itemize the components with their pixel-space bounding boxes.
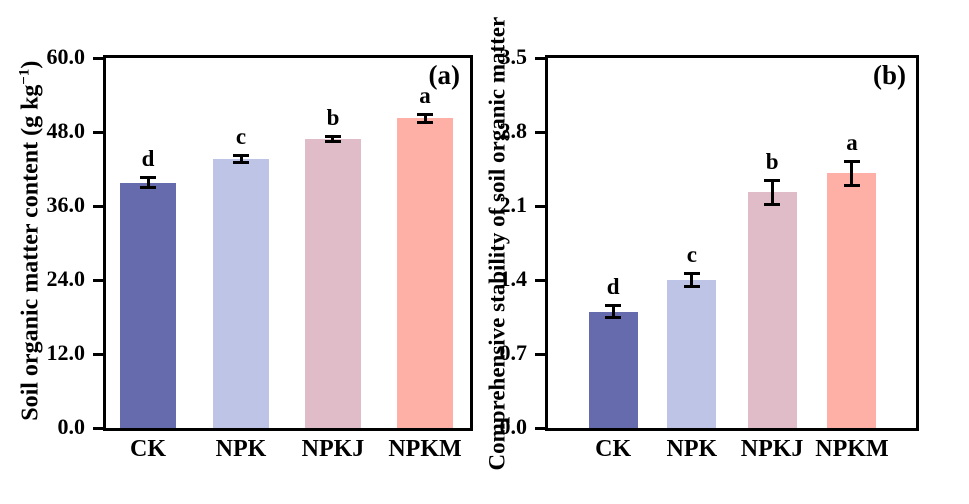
significance-letter: a bbox=[846, 129, 858, 155]
error-bar-cap-bottom bbox=[683, 285, 700, 289]
x-category-label: NPK bbox=[666, 436, 718, 462]
bar-ck bbox=[120, 182, 176, 428]
y-tick-label: 2.1 bbox=[499, 192, 528, 217]
error-bar-cap-bottom bbox=[233, 161, 249, 165]
y-tick-mark bbox=[93, 278, 103, 282]
significance-letter: c bbox=[686, 241, 697, 267]
y-tick-label: 48.0 bbox=[46, 118, 86, 143]
y-tick-mark bbox=[535, 204, 545, 208]
significance-letter: d bbox=[141, 146, 155, 172]
error-bar-line bbox=[423, 114, 427, 123]
error-bar-line bbox=[770, 179, 774, 205]
plot-area-b: 0.0 0.7 1.4 2.1 2.8 3.5 d CK c NPK b NPKJ a NPKM (b) bbox=[500, 46, 919, 462]
error-bar-cap-top bbox=[324, 134, 341, 138]
error-bar-line bbox=[611, 305, 615, 319]
error-bar-cap-bottom bbox=[140, 186, 156, 190]
y-tick-mark bbox=[93, 56, 103, 60]
error-bar-cap-bottom bbox=[605, 316, 622, 320]
x-category-label: NPKJ bbox=[740, 436, 804, 462]
error-bar-cap-top bbox=[764, 178, 781, 182]
error-bar-line bbox=[331, 135, 335, 142]
plot-inner-b: 0.0 0.7 1.4 2.1 2.8 3.5 d CK c NPK b NPKJ a NPKM bbox=[500, 46, 916, 462]
significance-letter: c bbox=[235, 123, 247, 149]
panel-b: Comprehensive stability of soil organic … bbox=[484, 16, 919, 471]
y-tick-label: 36.0 bbox=[46, 192, 86, 217]
significance-letter: d bbox=[606, 274, 620, 300]
y-tick-label: 0.0 bbox=[499, 414, 528, 439]
significance-letter: b bbox=[326, 104, 340, 130]
y-tick-label: 3.5 bbox=[499, 44, 528, 69]
y-tick-label: 2.8 bbox=[499, 118, 528, 143]
y-tick-mark bbox=[93, 352, 103, 356]
plot-area-a: 0.0 12.0 24.0 36.0 48.0 60.0 d CK c NPK b NPKJ a NPKM… bbox=[47, 46, 473, 462]
panel-a: Soil organic matter content (g kg−1) 0.0… bbox=[16, 46, 473, 462]
y-tick-mark bbox=[535, 56, 545, 60]
y-tick-mark bbox=[535, 278, 545, 282]
error-bar-cap-top bbox=[233, 153, 249, 157]
y-tick-label: 24.0 bbox=[46, 266, 86, 291]
panel-tag-a: (a) bbox=[428, 60, 460, 90]
y-axis-label-b-text: Comprehensive stability of soil organic … bbox=[484, 16, 510, 471]
y-tick-mark bbox=[93, 426, 103, 430]
bar-npkj bbox=[747, 192, 797, 428]
x-category-label: NPK bbox=[215, 436, 267, 462]
y-tick-label: 60.0 bbox=[46, 44, 86, 69]
error-bar-cap-bottom bbox=[324, 139, 341, 143]
y-tick-mark bbox=[535, 426, 545, 430]
error-bar-cap-bottom bbox=[843, 183, 860, 187]
y-tick-label: 1.4 bbox=[499, 266, 528, 291]
y-tick-mark bbox=[93, 204, 103, 208]
y-tick-label: 12.0 bbox=[46, 340, 86, 365]
x-category-label: CK bbox=[130, 436, 167, 462]
error-bar-cap-top bbox=[683, 271, 700, 275]
bar-npkm bbox=[397, 118, 453, 428]
bar-npk bbox=[213, 159, 269, 428]
error-bar-line bbox=[850, 160, 854, 186]
error-bar-cap-top bbox=[843, 159, 860, 163]
error-bar-cap-bottom bbox=[417, 120, 433, 124]
x-category-label: NPKJ bbox=[301, 436, 365, 462]
y-tick-mark bbox=[93, 130, 103, 134]
plot-inner-a: 0.0 12.0 24.0 36.0 48.0 60.0 d CK c NPK b NPKJ a NPKM bbox=[47, 46, 470, 462]
y-tick-mark bbox=[535, 130, 545, 134]
bar-npk bbox=[667, 280, 717, 428]
y-tick-label: 0.0 bbox=[57, 414, 86, 439]
panel-tag-b: (b) bbox=[873, 60, 906, 90]
error-bar-line bbox=[146, 177, 150, 189]
error-bar-line bbox=[690, 272, 694, 288]
bar-ck bbox=[588, 311, 638, 428]
y-tick-label: 0.7 bbox=[499, 340, 528, 365]
error-bar-cap-top bbox=[140, 176, 156, 180]
error-bar-cap-top bbox=[417, 113, 433, 117]
bar-npkj bbox=[304, 138, 361, 428]
error-bar-line bbox=[239, 154, 243, 164]
x-category-label: CK bbox=[595, 436, 632, 462]
y-tick-mark bbox=[535, 352, 545, 356]
error-bar-cap-bottom bbox=[764, 202, 781, 206]
x-category-label: NPKM bbox=[815, 436, 889, 462]
significance-letter: a bbox=[419, 83, 431, 109]
significance-letter: b bbox=[765, 148, 779, 174]
bar-npkm bbox=[827, 173, 877, 428]
x-category-label: NPKM bbox=[388, 436, 462, 462]
error-bar-cap-top bbox=[605, 304, 622, 308]
